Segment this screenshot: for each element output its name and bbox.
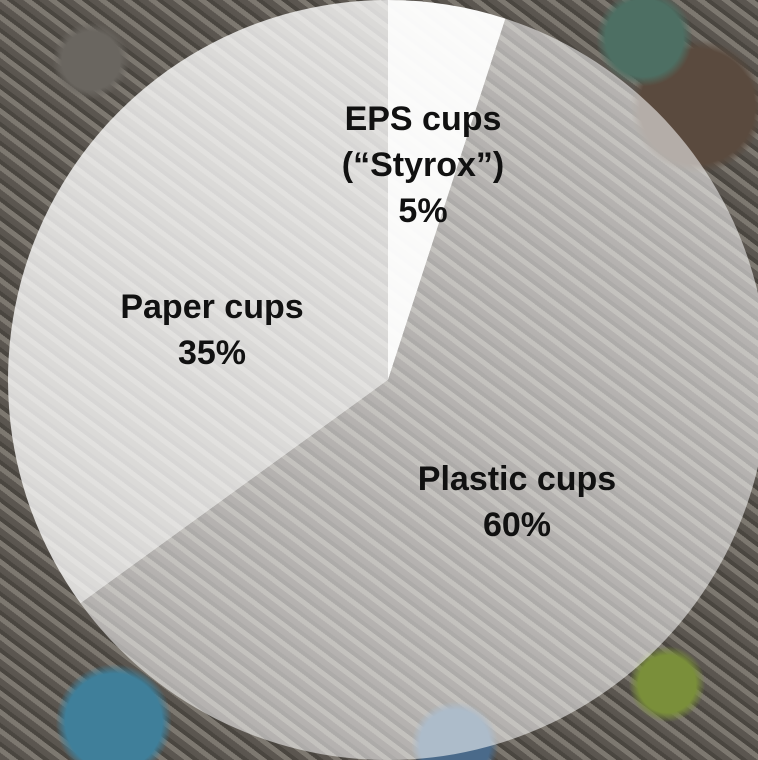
slice-label-eps-cups: EPS cups (“Styrox”) 5% [342,100,504,230]
slice-label-line: Paper cups [120,288,303,326]
slice-label-line: (“Styrox”) [342,146,504,184]
slice-label-line: 60% [483,506,551,544]
slice-label-plastic-cups: Plastic cups 60% [418,460,616,544]
slice-label-paper-cups: Paper cups 35% [120,288,303,372]
slice-label-line: EPS cups [345,100,502,138]
pie-slice-eps-cups [388,0,506,380]
pie-labels: EPS cups (“Styrox”) 5% Plastic cups 60% Paper… [120,100,616,544]
slice-label-line: 5% [398,192,447,230]
slice-label-line: Plastic cups [418,460,616,498]
pie-slice-plastic-cups [80,18,758,760]
pie-slices [7,0,758,760]
pie-slice-paper-cups [7,0,388,604]
slice-label-line: 35% [178,334,246,372]
